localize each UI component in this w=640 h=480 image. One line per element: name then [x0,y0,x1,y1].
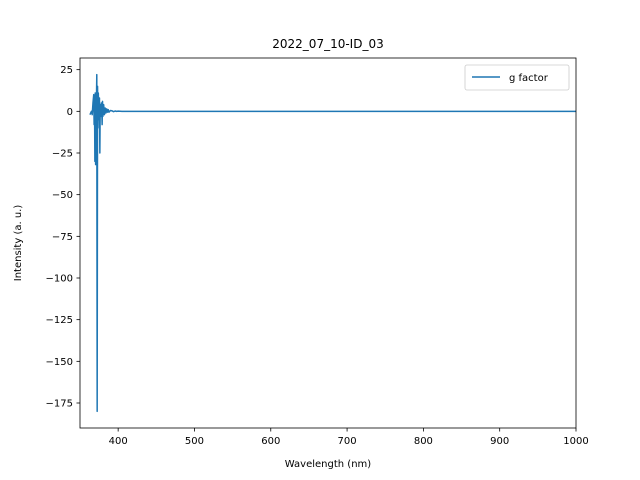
x-tick-label: 700 [338,436,357,447]
y-tick-label: −175 [46,399,73,410]
x-tick-label: 600 [261,436,280,447]
y-tick-label: −125 [46,315,73,326]
series-line-g-factor [89,73,576,413]
y-tick-label: −150 [46,357,73,368]
x-tick-label: 1000 [563,436,588,447]
x-tick-label: 400 [109,436,128,447]
y-tick-label: −50 [52,190,73,201]
y-tick-label: −100 [46,274,73,285]
y-axis-ticks: 25 0 −25 −50 −75 −100 −125 −150 −175 [46,65,80,410]
y-tick-label: 0 [67,107,73,118]
y-tick-label: 25 [60,65,73,76]
y-axis-title: Intensity (a. u.) [13,205,24,282]
x-tick-label: 500 [185,436,204,447]
x-tick-label: 800 [414,436,433,447]
x-tick-label: 900 [490,436,509,447]
x-axis-title: Wavelength (nm) [285,459,371,470]
plot-frame [79,57,577,429]
chart-title: 2022_07_10-ID_03 [272,37,383,51]
x-axis-ticks: 400 500 600 700 800 900 1000 [109,428,589,447]
y-tick-label: −75 [52,232,73,243]
plot-background [80,58,576,428]
legend-frame [464,64,570,91]
legend-label: g factor [509,73,549,84]
y-tick-label: −25 [52,149,73,160]
legend: g factor [464,64,570,91]
series-layer [89,73,576,413]
